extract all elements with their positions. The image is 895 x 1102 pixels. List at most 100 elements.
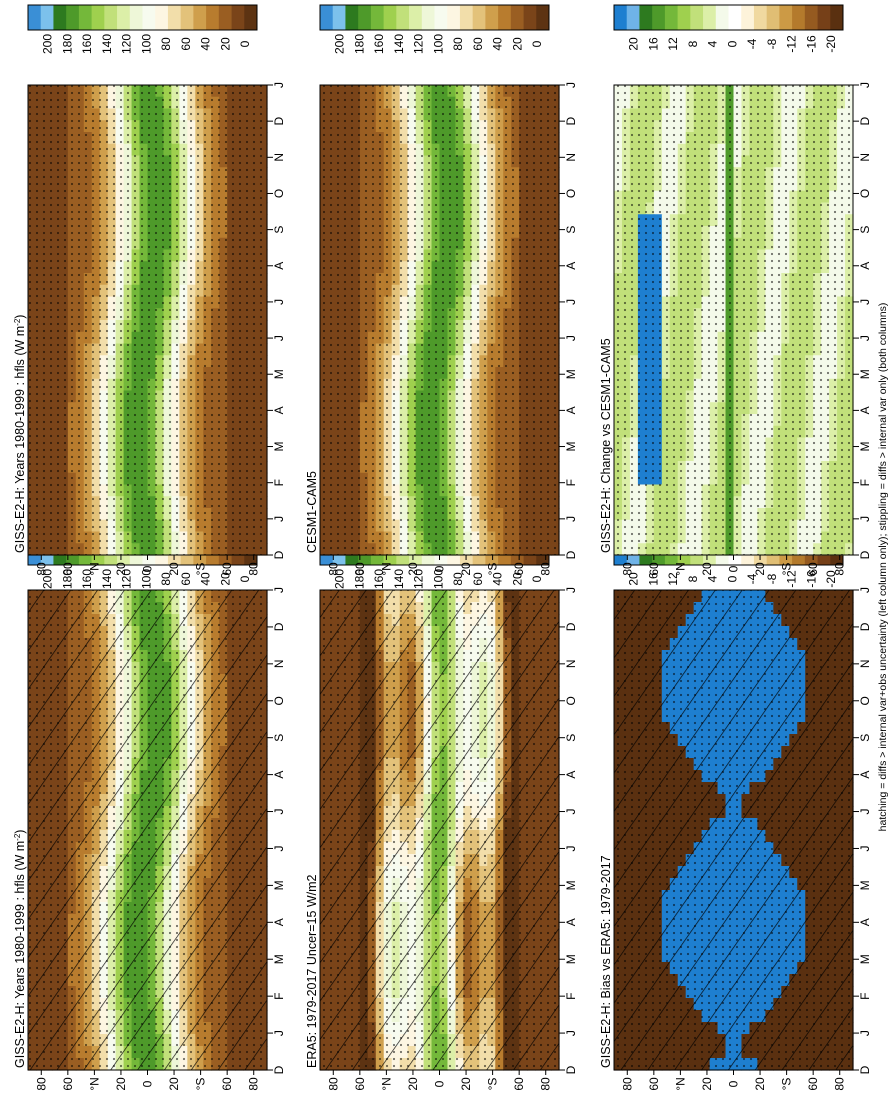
colorbar-label: 160 bbox=[80, 569, 94, 589]
colorbar-label: 120 bbox=[412, 569, 426, 589]
x-tick-label: F bbox=[272, 992, 286, 999]
y-tick-label: °S bbox=[194, 1078, 208, 1091]
stippling bbox=[320, 590, 559, 1070]
colorbar-swatch bbox=[40, 5, 54, 30]
x-tick-label: N bbox=[272, 153, 286, 162]
colorbar-label: 0 bbox=[238, 40, 252, 47]
colorbar-label: 60 bbox=[471, 572, 485, 586]
x-tick-label: M bbox=[564, 954, 578, 964]
x-tick-label: J bbox=[272, 335, 286, 341]
y-tick-label: 60 bbox=[220, 1077, 234, 1091]
x-tick-label: M bbox=[272, 954, 286, 964]
colorbar-label: 140 bbox=[100, 34, 114, 54]
y-tick-label: °S bbox=[194, 563, 208, 576]
colorbar-swatch bbox=[117, 5, 131, 30]
x-tick-label: F bbox=[564, 992, 578, 999]
x-tick-label: O bbox=[272, 189, 286, 198]
colorbar-label: 120 bbox=[120, 34, 134, 54]
colorbar-label: 60 bbox=[179, 37, 193, 51]
colorbar-label: 80 bbox=[159, 37, 173, 51]
y-tick-label: °N bbox=[87, 1077, 101, 1090]
x-tick-label: O bbox=[564, 696, 578, 705]
y-tick-label: 80 bbox=[34, 562, 48, 576]
x-tick-label: J bbox=[272, 587, 286, 593]
colorbar-label: 60 bbox=[179, 572, 193, 586]
panel-title: GISS-E2-H: Years 1980-1999 : hfls (W m-2… bbox=[13, 315, 27, 553]
colorbar-swatch bbox=[193, 5, 207, 30]
colorbar-swatch bbox=[244, 5, 258, 30]
y-tick-label: 80 bbox=[247, 1077, 261, 1091]
colorbar-swatch bbox=[167, 5, 182, 30]
x-tick-label: J bbox=[564, 1030, 578, 1036]
x-tick-label: S bbox=[564, 734, 578, 742]
title-superscript: -2 bbox=[13, 833, 22, 841]
colorbar-swatch bbox=[66, 5, 80, 30]
y-tick-label: 80 bbox=[326, 1077, 340, 1091]
y-tick-label: 20 bbox=[167, 1077, 181, 1091]
colorbar-label: 80 bbox=[451, 572, 465, 586]
colorbar-label: 20 bbox=[218, 572, 232, 586]
y-tick-label: 20 bbox=[459, 1077, 473, 1091]
stippling bbox=[28, 590, 267, 1070]
colorbar-frame bbox=[27, 4, 258, 31]
x-tick-label: J bbox=[564, 587, 578, 593]
colorbar-label: 40 bbox=[199, 37, 213, 51]
x-tick-label: J bbox=[272, 299, 286, 305]
y-tick-label: 20 bbox=[114, 562, 128, 576]
x-tick-label: J bbox=[272, 809, 286, 815]
panel-giss-2: 80 60 °N 20 0 20 °S 60 80DJFMAMJJASONDJGISS-E2-H… bbox=[13, 4, 286, 576]
colorbar-label: 200 bbox=[41, 569, 55, 589]
colorbar-swatch bbox=[78, 5, 93, 30]
x-tick-label: O bbox=[272, 696, 286, 705]
colorbar-label: 140 bbox=[392, 569, 406, 589]
colorbar-label: 200 bbox=[333, 569, 347, 589]
panel-cesm: 80 60 °N 20 0 20 °S 60 80DJFMAMJJASONDJCESM1-CAM… bbox=[305, 4, 578, 576]
x-tick-label: A bbox=[272, 262, 286, 270]
x-tick-label: D bbox=[564, 1065, 578, 1074]
y-tick-label: 60 bbox=[512, 1077, 526, 1091]
x-tick-label: A bbox=[564, 771, 578, 779]
x-tick-label: A bbox=[564, 918, 578, 926]
stippling bbox=[28, 85, 267, 555]
x-tick-label: D bbox=[272, 1065, 286, 1074]
colorbar-label: 40 bbox=[491, 572, 505, 586]
colorbar-label: 180 bbox=[352, 569, 366, 589]
x-tick-label: A bbox=[272, 918, 286, 926]
x-tick-label: M bbox=[272, 369, 286, 379]
colorbar-label: 80 bbox=[159, 572, 173, 586]
y-tick-label: 60 bbox=[61, 1077, 75, 1091]
colorbar-swatch bbox=[129, 5, 143, 30]
colorbar-label: 180 bbox=[60, 569, 74, 589]
y-tick-label: 0 bbox=[433, 1080, 447, 1087]
colorbar-label: 0 bbox=[530, 575, 544, 582]
x-tick-label: D bbox=[272, 622, 286, 631]
colorbar-label: 120 bbox=[120, 569, 134, 589]
colorbar-label: 40 bbox=[199, 572, 213, 586]
y-tick-label: °N bbox=[87, 562, 101, 575]
panel-title: ERA5: 1979-2017 Uncer=15 W/m2 bbox=[305, 874, 319, 1068]
y-tick-label: 0 bbox=[141, 1080, 155, 1087]
title-text: GISS-E2-H: Years 1980-1999 : hfls (W m bbox=[13, 326, 27, 553]
colorbar-swatch bbox=[53, 5, 67, 30]
x-tick-label: A bbox=[272, 771, 286, 779]
x-tick-label: M bbox=[272, 442, 286, 452]
x-tick-label: N bbox=[272, 660, 286, 669]
y-tick-label: 80 bbox=[34, 1077, 48, 1091]
colorbar-swatch bbox=[104, 5, 118, 30]
y-tick-label: 60 bbox=[61, 562, 75, 576]
colorbar-label: 160 bbox=[80, 34, 94, 54]
x-tick-label: J bbox=[564, 809, 578, 815]
colorbar-label: 100 bbox=[431, 569, 445, 589]
y-tick-label: 80 bbox=[539, 1077, 553, 1091]
y-tick-label: 80 bbox=[247, 562, 261, 576]
y-tick-label: 20 bbox=[167, 562, 181, 576]
colorbar-label: 100 bbox=[139, 569, 153, 589]
x-tick-label: M bbox=[272, 880, 286, 890]
colorbar-swatch bbox=[218, 5, 232, 30]
colorbar-label: 200 bbox=[41, 34, 55, 54]
y-tick-label: 0 bbox=[141, 565, 155, 572]
colorbar-swatch bbox=[91, 5, 105, 30]
x-tick-label: J bbox=[272, 516, 286, 522]
colorbar-label: 140 bbox=[100, 569, 114, 589]
x-tick-label: M bbox=[564, 880, 578, 890]
